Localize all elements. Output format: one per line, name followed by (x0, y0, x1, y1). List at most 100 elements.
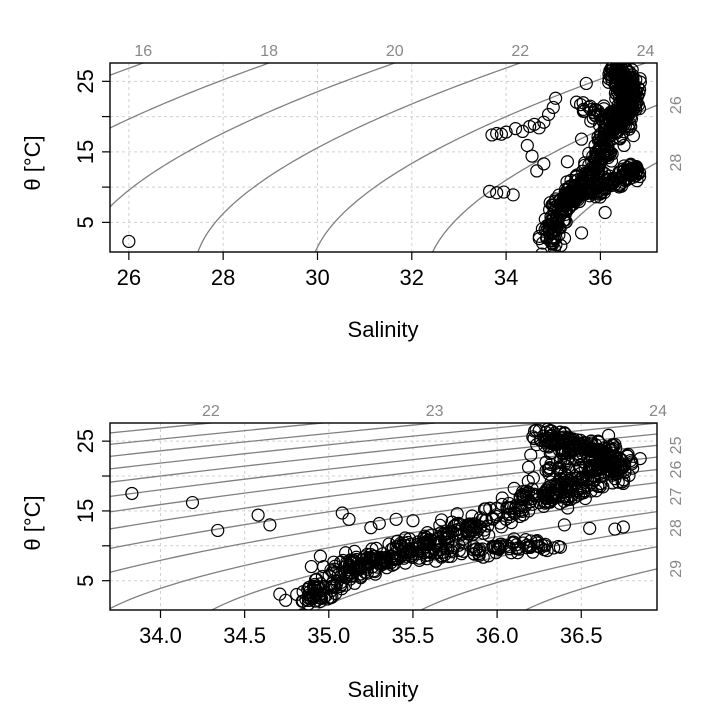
data-point (438, 531, 452, 545)
data-point-outlier (574, 132, 589, 146)
data-point (533, 433, 547, 447)
x-tick-label: 36 (588, 265, 612, 290)
data-point (406, 547, 420, 561)
data-point (584, 180, 598, 194)
isopycnal-right-label: 28 (668, 519, 685, 537)
isopycnal-right-label: 25 (668, 436, 685, 454)
x-tick-label: 26 (117, 265, 141, 290)
data-point (327, 555, 341, 569)
x-axis-label-1: Salinity (348, 317, 419, 342)
data-point-outlier (490, 186, 504, 200)
data-point (599, 446, 614, 460)
data-point (547, 204, 561, 218)
data-point (556, 444, 571, 458)
data-point-outlier (537, 115, 551, 129)
x-tick-label: 36.5 (560, 623, 603, 648)
data-point (527, 487, 541, 501)
data-point-outlier (406, 514, 420, 528)
data-point-outlier (626, 129, 641, 143)
data-point (581, 182, 595, 196)
data-point (434, 513, 449, 527)
isopycnal-right-label: 28 (668, 154, 685, 172)
isopycnal-line (110, 423, 442, 457)
x-tick-label: 34.5 (223, 623, 266, 648)
data-point-outlier (516, 124, 530, 139)
data-point (526, 471, 540, 485)
data-point (273, 587, 287, 601)
isopycnal-right-label: 26 (668, 461, 685, 479)
isopycnal-top-label: 22 (511, 43, 529, 60)
isopycnal-line (110, 423, 657, 483)
data-point (561, 501, 575, 515)
x-axis-label-2: Salinity (348, 677, 419, 702)
data-point-outlier (530, 164, 544, 178)
data-point-outlier (579, 76, 593, 91)
data-point (618, 101, 632, 115)
data-point (626, 72, 640, 86)
data-point-outlier (524, 534, 538, 548)
data-point-outlier (584, 102, 598, 117)
data-points (122, 63, 647, 252)
x-tick-label: 30 (305, 265, 329, 290)
grid-lines (110, 63, 657, 252)
isopycnal-line (314, 63, 648, 252)
data-point (542, 217, 556, 232)
data-point (561, 493, 575, 507)
data-point (612, 131, 627, 145)
data-point (539, 455, 553, 469)
data-point (359, 556, 373, 570)
data-point (596, 114, 610, 129)
data-point-outlier (527, 117, 542, 131)
data-point (347, 544, 362, 558)
isopycnal-top-label: 20 (386, 43, 404, 60)
data-point-outlier (342, 512, 356, 526)
data-point-outlier (557, 426, 572, 440)
data-point (553, 454, 568, 468)
data-point (597, 185, 611, 200)
data-point (611, 475, 625, 489)
data-point (429, 554, 443, 568)
data-point-outlier (497, 185, 511, 199)
data-point (630, 163, 645, 177)
data-point-outlier (537, 157, 551, 171)
data-point-outlier (574, 486, 588, 501)
data-point-outlier (251, 508, 265, 522)
data-point (493, 516, 507, 530)
data-point (594, 138, 609, 152)
data-point (354, 569, 368, 583)
data-point (303, 580, 317, 594)
data-point-outlier (583, 521, 597, 535)
data-point (622, 164, 636, 178)
plot-frame (109, 422, 658, 611)
data-point (503, 510, 517, 524)
data-point-outlier (263, 518, 277, 532)
data-point (425, 528, 439, 542)
data-point (340, 555, 354, 569)
data-point-outlier (506, 188, 520, 202)
data-point-outlier (482, 528, 496, 542)
data-point (584, 436, 598, 450)
isopycnal-line (110, 423, 554, 470)
data-point (542, 436, 556, 450)
data-point-outlier (525, 149, 539, 163)
plot-frame (109, 62, 658, 253)
isopycnal-line (110, 468, 657, 550)
y-tick-label: 5 (73, 575, 98, 587)
data-point (566, 438, 580, 452)
isopycnal-line (110, 63, 397, 208)
data-point (610, 87, 624, 102)
data-point (310, 580, 324, 594)
x-tick-label: 35.5 (392, 623, 435, 648)
data-point-outlier (549, 91, 563, 105)
data-point-outlier (608, 522, 622, 536)
isopycnal-line (197, 63, 523, 252)
isopycnal-line (549, 161, 657, 252)
data-point (560, 492, 574, 506)
isopycnal-top-label: 24 (649, 403, 667, 420)
data-point-outlier (364, 521, 378, 535)
data-point (513, 503, 528, 517)
data-point (616, 476, 630, 490)
isopycnal-top-label: 23 (426, 403, 444, 420)
data-point (445, 545, 459, 559)
